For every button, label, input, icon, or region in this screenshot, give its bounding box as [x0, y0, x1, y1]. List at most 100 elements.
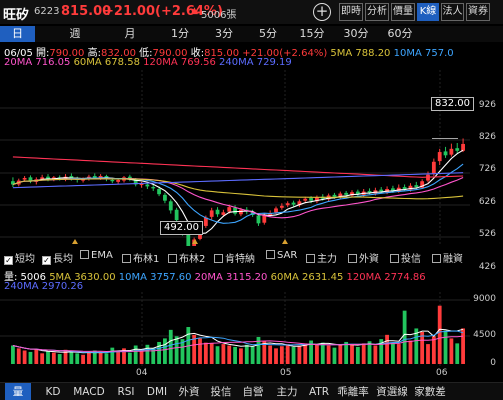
volume-bar	[227, 345, 232, 364]
indicator-label: 長均	[53, 254, 73, 265]
volume-bar	[461, 328, 465, 364]
indicator-tab-1[interactable]: KD	[45, 386, 61, 398]
volume-bar	[209, 343, 214, 364]
low-callout: 492.00	[160, 221, 203, 235]
ohlc-open: 790.00	[49, 48, 85, 59]
indicator-label: 外資	[359, 254, 379, 265]
candle	[11, 177, 15, 188]
checkbox-icon[interactable]	[266, 250, 275, 259]
checkbox-icon[interactable]	[432, 254, 441, 263]
volume-bar	[244, 344, 249, 364]
candle	[279, 203, 284, 210]
indicator-toggle-9[interactable]: 投信	[390, 250, 421, 265]
checkbox-icon[interactable]	[214, 254, 223, 263]
volume-bar	[11, 345, 15, 364]
ma60-value: 60MA 678.58	[73, 57, 140, 68]
indicator-label: SAR	[277, 250, 298, 261]
stock-change: +21.00(+2.64%)	[103, 4, 223, 19]
indicator-label: 主力	[317, 254, 337, 265]
checkbox-icon[interactable]: ✓	[42, 256, 51, 265]
checkbox-icon[interactable]	[390, 254, 399, 263]
volume-chart[interactable]	[0, 292, 503, 368]
candle	[449, 143, 454, 157]
volume-bar	[69, 351, 74, 364]
period-tab-2[interactable]: 月	[124, 27, 136, 40]
view-tab-2[interactable]: 價量	[391, 3, 415, 21]
vol-ma5: 5MA 3630.00	[49, 272, 116, 283]
volume-bar	[233, 346, 237, 364]
indicator-toggle-3[interactable]: 布林1	[122, 250, 159, 265]
period-tab-3[interactable]: 1分	[171, 27, 189, 40]
checkbox-icon[interactable]: ✓	[4, 256, 13, 265]
volume-bar	[414, 328, 419, 364]
view-tab-0[interactable]: 即時	[339, 3, 363, 21]
checkbox-icon[interactable]	[168, 254, 177, 263]
indicator-tab-4[interactable]: DMI	[146, 386, 168, 398]
period-tab-8[interactable]: 60分	[387, 27, 413, 40]
volume-bar	[431, 336, 436, 364]
volume-bar	[443, 330, 448, 364]
indicator-toggle-7[interactable]: 主力	[306, 250, 337, 265]
period-tab-5[interactable]: 5分	[259, 27, 277, 40]
indicator-tab-11[interactable]: 資選線	[376, 386, 408, 398]
ohlc-date: 06/05	[4, 48, 33, 59]
volume-bar	[408, 340, 413, 364]
indicator-tab-3[interactable]: RSI	[117, 386, 135, 398]
volume-bar	[285, 344, 290, 364]
indicator-toggle-0[interactable]: ✓ 短均	[4, 250, 35, 265]
volume-bar	[122, 348, 126, 364]
date-tick: 05	[280, 368, 292, 378]
view-tab-3[interactable]: K線	[417, 3, 439, 21]
ma20-value: 20MA 716.05	[4, 57, 71, 68]
candle	[174, 207, 179, 223]
add-watchlist-button[interactable]: +	[313, 3, 331, 21]
checkbox-icon[interactable]	[306, 254, 315, 263]
candle	[461, 138, 465, 153]
period-tab-4[interactable]: 3分	[215, 27, 233, 40]
indicator-toggle-6[interactable]: SAR	[266, 250, 297, 261]
indicator-tab-6[interactable]: 投信	[210, 386, 232, 398]
indicator-tab-7[interactable]: 自營	[242, 386, 264, 398]
date-tick: 06	[436, 368, 448, 378]
volume-bar	[420, 332, 425, 364]
indicator-tab-0[interactable]: 量	[5, 383, 31, 400]
candle	[28, 175, 33, 184]
indicator-tab-12[interactable]: 家數差	[414, 386, 446, 398]
indicator-toggle-1[interactable]: ✓ 長均	[42, 250, 73, 265]
candle	[297, 199, 302, 208]
volume-info-row2: 240MA 2970.26	[4, 281, 83, 292]
volume-bar	[192, 334, 197, 364]
period-tab-6[interactable]: 15分	[299, 27, 325, 40]
volume-bar	[28, 351, 33, 364]
view-tab-1[interactable]: 分析	[365, 3, 389, 21]
event-marker-icon	[72, 239, 78, 244]
price-tick: 526	[478, 229, 496, 239]
indicator-tab-9[interactable]: ATR	[308, 386, 330, 398]
indicator-tab-5[interactable]: 外資	[178, 386, 200, 398]
indicator-tab-2[interactable]: MACD	[73, 386, 105, 398]
period-tab-7[interactable]: 30分	[343, 27, 369, 40]
indicator-toggle-5[interactable]: 肯特納	[214, 250, 255, 265]
indicator-toggle-2[interactable]: EMA	[80, 250, 113, 261]
volume-bar	[455, 343, 460, 364]
indicator-toggle-4[interactable]: 布林2	[168, 250, 205, 265]
view-tab-5[interactable]: 資券	[466, 3, 490, 21]
indicator-tab-10[interactable]: 乖離率	[337, 386, 369, 398]
checkbox-icon[interactable]	[80, 250, 89, 259]
volume-bar	[402, 310, 407, 364]
volume-bar	[279, 346, 284, 364]
volume-bar	[396, 344, 401, 364]
volume-bar	[373, 345, 378, 364]
candlestick-chart[interactable]	[0, 70, 503, 246]
event-marker-icon	[282, 239, 288, 244]
period-tab-0[interactable]: 日	[0, 26, 35, 42]
checkbox-icon[interactable]	[348, 254, 357, 263]
period-tab-1[interactable]: 週	[69, 27, 81, 40]
candle	[431, 158, 436, 177]
vol-ma120: 120MA 2774.86	[346, 272, 426, 283]
indicator-tab-8[interactable]: 主力	[276, 386, 298, 398]
indicator-toggle-10[interactable]: 融資	[432, 250, 463, 265]
view-tab-4[interactable]: 法人	[441, 3, 464, 21]
checkbox-icon[interactable]	[122, 254, 131, 263]
indicator-toggle-8[interactable]: 外資	[348, 250, 379, 265]
